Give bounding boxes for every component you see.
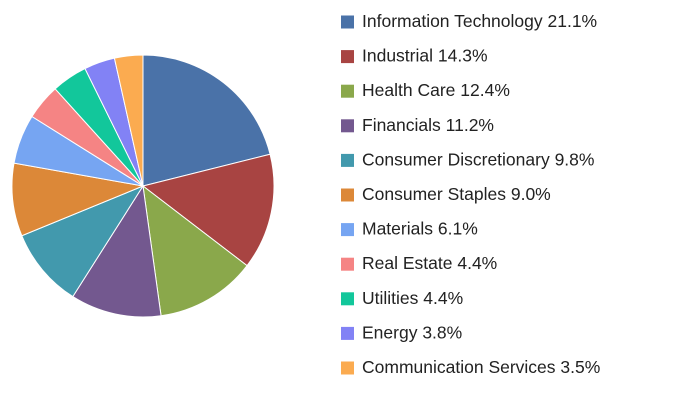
legend-name: Consumer Staples xyxy=(362,184,506,204)
legend-name: Industrial xyxy=(362,45,433,65)
legend-label: Information Technology 21.1% xyxy=(362,11,597,31)
legend-label: Health Care 12.4% xyxy=(362,80,510,100)
legend-swatch xyxy=(341,84,354,98)
legend-swatch xyxy=(341,188,354,202)
pie-slice xyxy=(141,153,275,267)
legend-value: 6.1% xyxy=(438,218,478,238)
legend-swatch xyxy=(341,153,354,167)
legend-name: Information Technology xyxy=(362,11,543,31)
legend-label: Materials 6.1% xyxy=(362,218,478,238)
legend-name: Health Care xyxy=(362,80,455,100)
legend-name: Energy xyxy=(362,322,418,342)
legend-label: Consumer Staples 9.0% xyxy=(362,184,551,204)
pie-slice xyxy=(142,54,271,187)
legend-label: Communication Services 3.5% xyxy=(362,357,600,377)
legend-value: 12.4% xyxy=(460,80,510,100)
legend-swatch xyxy=(341,326,354,340)
legend-value: 21.1% xyxy=(548,11,598,31)
legend-value: 9.0% xyxy=(511,184,551,204)
legend-label: Utilities 4.4% xyxy=(362,287,463,307)
legend-name: Materials xyxy=(362,218,433,238)
legend-name: Real Estate xyxy=(362,253,452,273)
legend-name: Communication Services xyxy=(362,357,556,377)
legend-label: Consumer Discretionary 9.8% xyxy=(362,149,594,169)
legend-name: Consumer Discretionary xyxy=(362,149,550,169)
legend-name: Utilities xyxy=(362,287,419,307)
legend-label: Energy 3.8% xyxy=(362,322,462,342)
legend-swatch xyxy=(341,119,354,133)
legend-value: 4.4% xyxy=(423,287,463,307)
legend-label: Industrial 14.3% xyxy=(362,45,488,65)
legend-swatch xyxy=(341,361,354,375)
legend-value: 11.2% xyxy=(446,114,494,134)
legend-swatch xyxy=(341,50,354,64)
legend-swatch xyxy=(341,257,354,271)
legend-swatch xyxy=(341,15,354,29)
legend-swatch xyxy=(341,292,354,306)
pie-slice xyxy=(72,184,162,318)
legend-label: Financials 11.2% xyxy=(362,114,494,134)
legend-value: 3.8% xyxy=(422,322,462,342)
pie-slice xyxy=(21,184,145,298)
legend-swatch xyxy=(341,223,354,237)
legend-name: Financials xyxy=(362,114,441,134)
legend-label: Real Estate 4.4% xyxy=(362,253,497,273)
pie-slice xyxy=(113,54,144,187)
legend-value: 9.8% xyxy=(555,149,595,169)
pie-slice xyxy=(142,184,248,317)
legend-value: 14.3% xyxy=(438,45,488,65)
legend-value: 4.4% xyxy=(457,253,497,273)
legend-value: 3.5% xyxy=(560,357,600,377)
